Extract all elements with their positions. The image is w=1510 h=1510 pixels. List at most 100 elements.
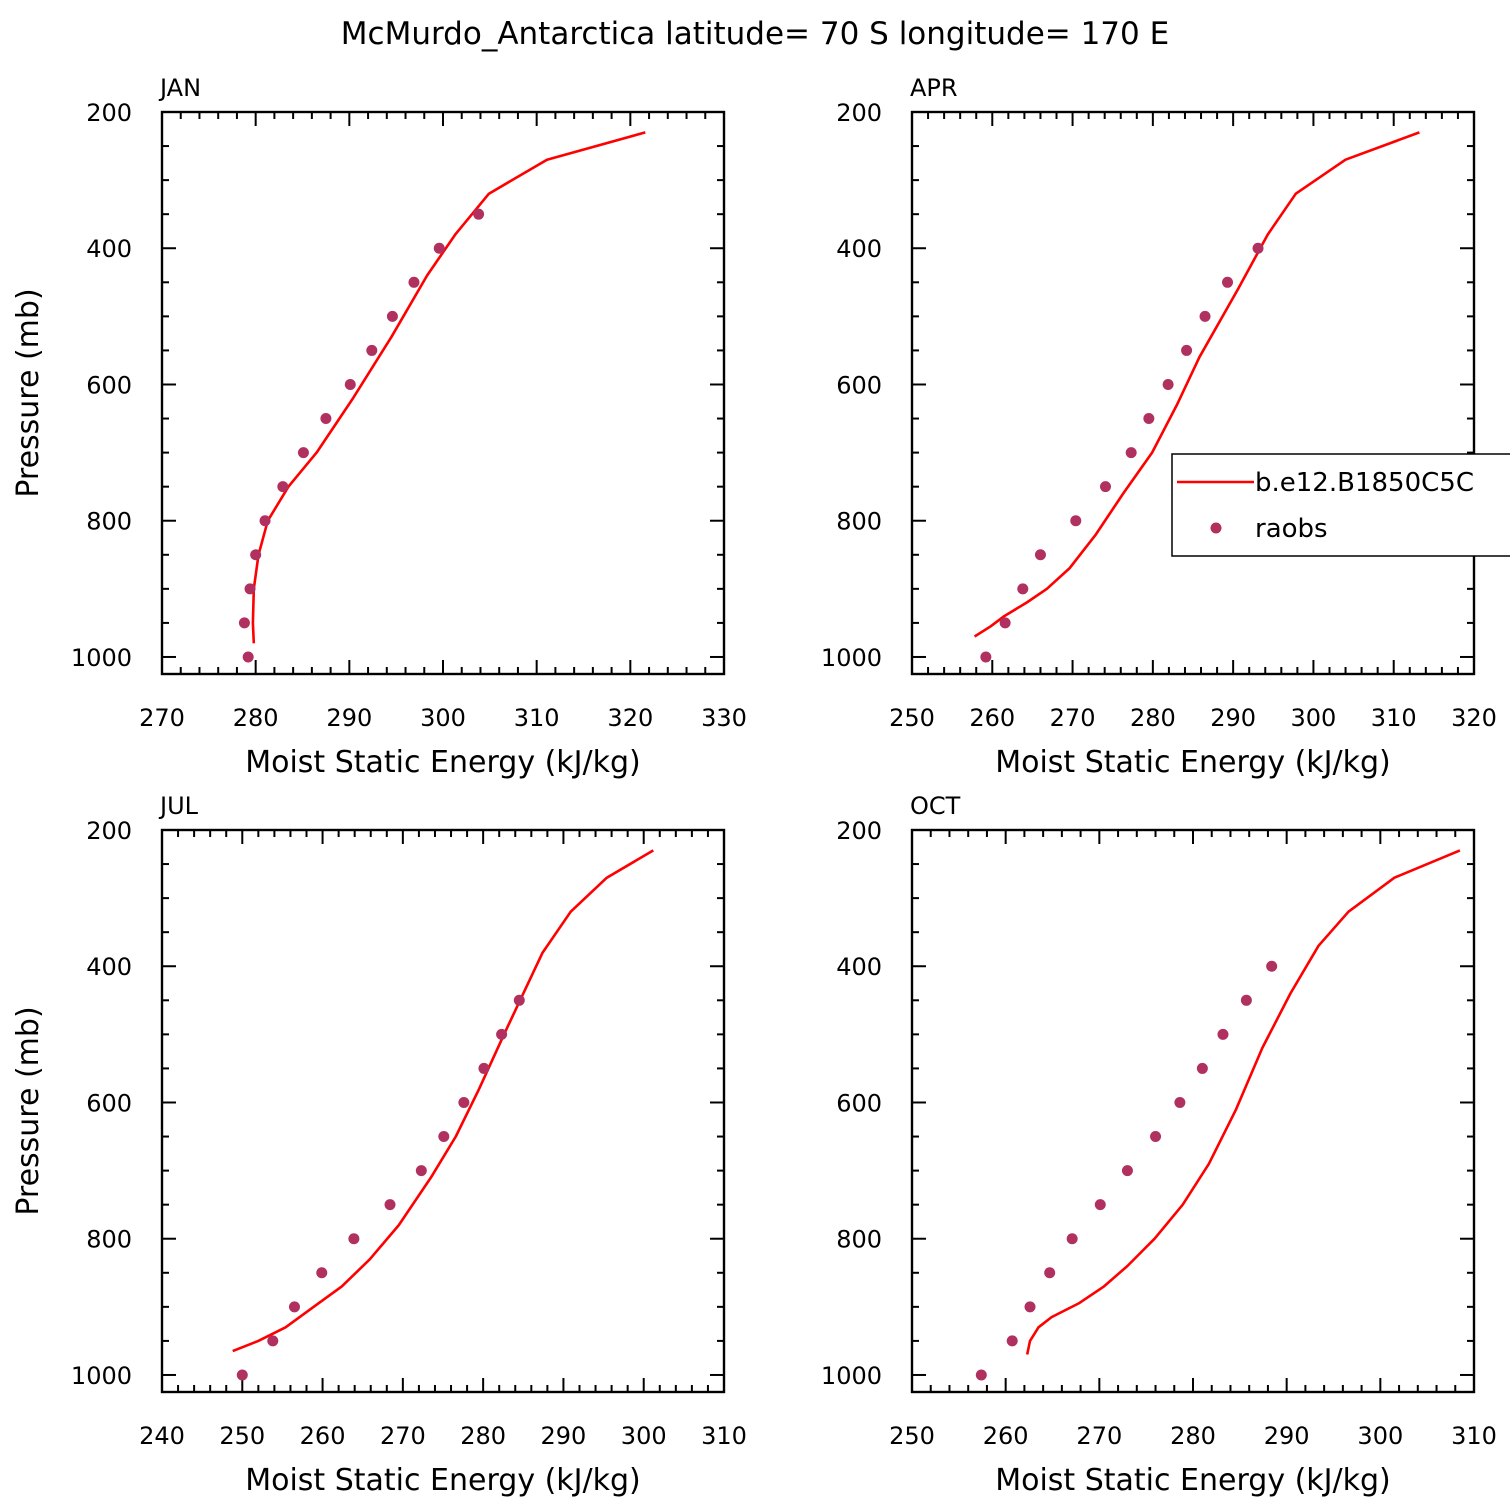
y-tick-label: 800 (86, 1226, 132, 1254)
obs-point (238, 617, 250, 629)
x-tick-label: 280 (460, 1422, 506, 1450)
obs-point (1125, 447, 1137, 459)
obs-point (1162, 378, 1174, 390)
obs-point (1217, 1028, 1229, 1040)
y-axis-label: Pressure (mb) (11, 1006, 46, 1215)
obs-point (1143, 413, 1155, 425)
y-tick-label: 1000 (821, 644, 882, 672)
series-line-model (973, 131, 1420, 638)
y-tick-label: 400 (836, 953, 882, 981)
obs-point (316, 1267, 328, 1279)
x-tick-label: 250 (889, 704, 935, 732)
obs-point (513, 994, 525, 1006)
x-tick-label: 300 (420, 704, 466, 732)
obs-point (348, 1233, 360, 1245)
y-tick-label: 800 (836, 508, 882, 536)
x-tick-label: 290 (1210, 704, 1256, 732)
y-tick-label: 1000 (71, 644, 132, 672)
obs-point (473, 208, 485, 220)
obs-point (250, 549, 262, 561)
legend: b.e12.B1850C5C raobs (1171, 453, 1510, 557)
panel-title: JUL (158, 792, 199, 820)
obs-point (1121, 1165, 1133, 1177)
x-tick-label: 300 (1291, 704, 1337, 732)
obs-point (1196, 1062, 1208, 1074)
obs-point (320, 413, 332, 425)
x-tick-label: 280 (1130, 704, 1176, 732)
x-tick-label: 260 (983, 1422, 1029, 1450)
x-tick-label: 260 (300, 1422, 346, 1450)
x-tick-label: 250 (889, 1422, 935, 1450)
obs-point (999, 617, 1011, 629)
obs-point (386, 310, 398, 322)
obs-point (1099, 481, 1111, 493)
x-axis-label: Moist Static Energy (kJ/kg) (245, 1463, 641, 1498)
obs-point (980, 651, 992, 663)
obs-point (415, 1165, 427, 1177)
y-tick-label: 600 (836, 1089, 882, 1117)
y-tick-label: 200 (836, 99, 882, 127)
obs-point (267, 1335, 279, 1347)
series-line-model (251, 131, 646, 644)
legend-box (1171, 453, 1510, 557)
y-tick-label: 400 (86, 953, 132, 981)
obs-point (297, 447, 309, 459)
y-tick-label: 600 (86, 371, 132, 399)
y-tick-label: 1000 (821, 1362, 882, 1390)
obs-point (1252, 242, 1264, 254)
obs-point (366, 344, 378, 356)
obs-point (1017, 583, 1029, 595)
series-line-model (232, 849, 654, 1353)
obs-point (1044, 1267, 1056, 1279)
series-line-model (1025, 849, 1461, 1355)
x-tick-label: 290 (326, 704, 372, 732)
obs-point (344, 378, 356, 390)
x-tick-label: 330 (701, 704, 747, 732)
x-axis-label: Moist Static Energy (kJ/kg) (245, 745, 641, 780)
obs-point (1240, 994, 1252, 1006)
obs-point (975, 1369, 987, 1381)
x-tick-label: 310 (1451, 1422, 1497, 1450)
obs-point (1006, 1335, 1018, 1347)
x-tick-label: 320 (1451, 704, 1497, 732)
y-tick-label: 200 (86, 99, 132, 127)
x-tick-label: 310 (701, 1422, 747, 1450)
x-tick-label: 310 (1371, 704, 1417, 732)
obs-point (438, 1131, 450, 1143)
obs-point (244, 583, 256, 595)
obs-point (408, 276, 420, 288)
plot-frame (910, 110, 1476, 676)
legend-label-model: b.e12.B1850C5C (1255, 468, 1474, 498)
y-axis-label: Pressure (mb) (11, 288, 46, 497)
plot-frame (910, 828, 1476, 1394)
panels: JAN 270 280 290 300 310 320 330 200 400 600 800 1000… (11, 74, 1510, 1498)
obs-point (288, 1301, 300, 1313)
obs-point (1181, 344, 1193, 356)
y-tick-label: 400 (86, 235, 132, 263)
panel-oct: OCT 250 260 270 280 290 300 310 200 400 600 800 1000… (821, 792, 1497, 1498)
obs-point (1066, 1233, 1078, 1245)
obs-point (259, 515, 271, 527)
plot-frame (160, 828, 726, 1394)
obs-point (1199, 310, 1211, 322)
y-tick-label: 400 (836, 235, 882, 263)
panel-jan: JAN 270 280 290 300 310 320 330 200 400 600 800 1000… (11, 74, 747, 780)
x-tick-label: 270 (1050, 704, 1096, 732)
panel-jul: JUL 240 250 260 270 280 290 300 310 200 400 600 800 1… (11, 792, 747, 1498)
obs-point (496, 1028, 508, 1040)
y-tick-label: 600 (836, 371, 882, 399)
x-tick-label: 270 (139, 704, 185, 732)
figure-title: McMurdo_Antarctica latitude= 70 S longit… (341, 16, 1169, 52)
y-tick-label: 800 (86, 508, 132, 536)
x-tick-label: 260 (969, 704, 1015, 732)
y-tick-label: 200 (86, 817, 132, 845)
obs-point (1174, 1096, 1186, 1108)
obs-point (242, 651, 254, 663)
obs-point (384, 1199, 396, 1211)
obs-point (478, 1062, 490, 1074)
x-tick-label: 280 (1170, 1422, 1216, 1450)
obs-point (1150, 1131, 1162, 1143)
obs-point (1070, 515, 1082, 527)
obs-point (236, 1369, 248, 1381)
obs-point (1024, 1301, 1036, 1313)
